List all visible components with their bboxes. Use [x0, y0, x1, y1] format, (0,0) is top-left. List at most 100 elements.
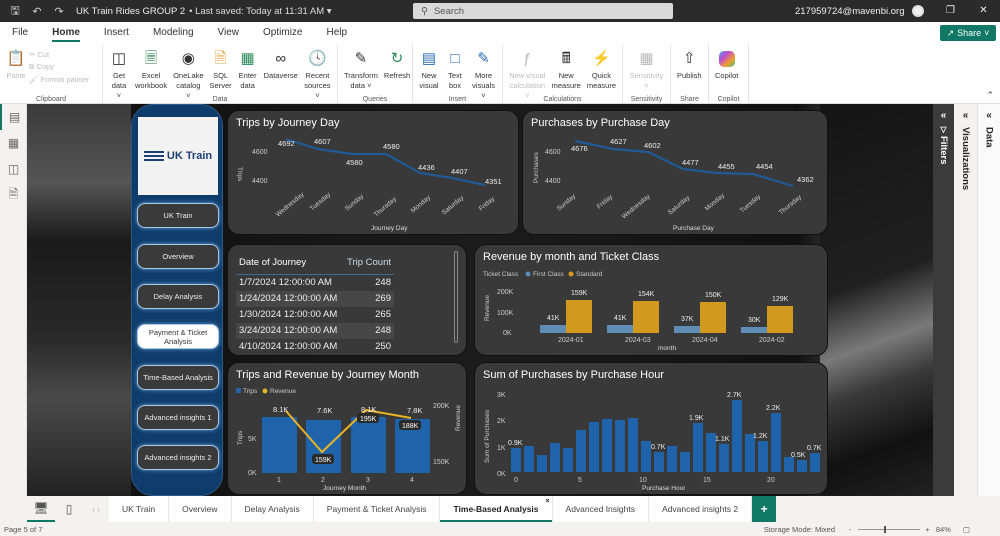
nav-button-overview[interactable]: Overview — [137, 244, 219, 269]
nav-button-uk-train[interactable]: UK Train — [137, 203, 219, 228]
trips-revenue-by-journey-month-chart[interactable]: Trips and Revenue by Journey Month Trips… — [227, 362, 467, 495]
collapse-ribbon-icon[interactable]: ⌃ — [986, 90, 994, 100]
tab-scroll-arrows[interactable]: ‹ › — [92, 504, 100, 514]
svg-text:0.7K: 0.7K — [807, 445, 822, 452]
table-scrollbar[interactable] — [454, 251, 458, 343]
share-button[interactable]: ↗ Share ˅ — [940, 25, 996, 41]
new-measure-button[interactable]: 🖩 New measure — [549, 46, 584, 104]
fit-to-page-icon[interactable]: ▢ — [962, 524, 970, 534]
expand-data-icon[interactable]: « — [986, 110, 992, 121]
chart-title: Sum of Purchases by Purchase Hour — [483, 369, 664, 381]
refresh-button[interactable]: ↻ Refresh — [381, 46, 413, 104]
expand-visualizations-icon[interactable]: « — [962, 110, 969, 121]
add-page-button[interactable]: + — [752, 496, 777, 522]
mobile-layout-icon[interactable]: ▯ — [65, 502, 73, 516]
y-ticks: 200K 100K 0K — [497, 289, 514, 337]
tab-payment-ticket-analysis[interactable]: Payment & Ticket Analysis — [313, 496, 441, 522]
background-photo-right — [820, 104, 933, 496]
close-tab-icon[interactable]: × — [545, 498, 550, 505]
enter-data-button[interactable]: ▦ Enter data — [235, 46, 261, 104]
dax-query-view-icon[interactable]: 🗎 — [8, 186, 19, 201]
report-view-icon[interactable]: ▤ — [0, 104, 27, 130]
trips-by-journey-day-chart[interactable]: Trips by Journey Day Trips 4600 4400 469… — [227, 110, 519, 235]
svg-text:15: 15 — [703, 477, 711, 484]
tab-delay-analysis[interactable]: Delay Analysis — [231, 496, 314, 522]
date-of-journey-table[interactable]: Date of Journey Trip Count 1/7/2024 12:0… — [227, 244, 467, 356]
nav-button-advanced-insights-1[interactable]: Advanced insights 1 — [137, 405, 219, 430]
redo-icon[interactable]: ↷ — [54, 5, 64, 18]
sql-server-button[interactable]: 🗎 SQL Server — [207, 46, 235, 104]
zoom-out-button[interactable]: - — [849, 524, 852, 534]
model-view-icon[interactable]: ◫ — [7, 162, 20, 176]
tab-label: Time-Based Analysis — [453, 504, 539, 514]
excel-workbook-button[interactable]: 🗏 Excel workbook — [132, 46, 170, 104]
sensitivity-button[interactable]: ▦ Sensitivity ˅ — [626, 46, 667, 104]
format-painter-button[interactable]: 🖌 Format painter — [29, 75, 90, 84]
desktop-layout-icon[interactable]: 🖥 — [27, 496, 55, 522]
save-status[interactable]: • Last saved: Today at 11:31 AM ▾ — [189, 5, 332, 17]
onelake-catalog-button[interactable]: ◉ OneLake catalog ˅ — [170, 46, 206, 104]
menu-insert[interactable]: Insert — [103, 27, 129, 38]
new-visual-calculation-button[interactable]: ƒ New visual calculation ˅ — [506, 46, 549, 104]
new-visual-button[interactable]: ▤ New visual — [416, 46, 442, 104]
close-icon[interactable]: ✕ — [979, 5, 988, 16]
cell-date: 3/24/2024 12:00:00 AM — [239, 325, 338, 336]
visualizations-pane[interactable]: « Visualizations — [954, 104, 978, 496]
search-input[interactable]: ⚲ Search — [413, 3, 673, 19]
text-box-button[interactable]: □ Text box — [442, 46, 468, 104]
x-axis-label: Journey Day — [371, 225, 408, 232]
copilot-button[interactable]: Copilot — [712, 46, 741, 104]
cell-count: 248 — [375, 277, 391, 288]
menu-optimize[interactable]: Optimize — [263, 27, 303, 38]
transform-data-button[interactable]: ✎ Transform data ˅ — [341, 46, 381, 104]
nav-button-time-based-analysis[interactable]: Time-Based Analysis — [137, 365, 219, 390]
transform-icon: ✎ — [354, 50, 368, 67]
purchases-by-purchase-day-chart[interactable]: Purchases by Purchase Day Purchases 4600… — [522, 110, 828, 235]
get-data-button[interactable]: ◫ Get data ˅ — [106, 46, 132, 104]
quick-measure-button[interactable]: ⚡ Quick measure — [584, 46, 619, 104]
sum-of-purchases-by-hour-chart[interactable]: Sum of Purchases by Purchase Hour Sum of… — [474, 362, 828, 495]
menu-view[interactable]: View — [217, 27, 240, 38]
zoom-in-button[interactable]: + — [925, 524, 930, 534]
tab-time-based-analysis[interactable]: Time-Based Analysis × — [440, 496, 553, 522]
zoom-slider[interactable] — [857, 525, 920, 533]
svg-text:Thursday: Thursday — [778, 193, 804, 216]
avatar[interactable] — [912, 5, 925, 17]
recent-sources-button[interactable]: 🕓 Recent sources ˅ — [301, 46, 334, 104]
menu-modeling[interactable]: Modeling — [152, 27, 194, 38]
publish-button[interactable]: ⇧ Publish — [674, 46, 705, 104]
menu-help[interactable]: Help — [326, 27, 348, 38]
expand-filters-icon[interactable]: « — [940, 110, 947, 121]
dataverse-button[interactable]: ∞ Dataverse — [261, 46, 301, 104]
data-pane[interactable]: « Data — [978, 104, 1000, 496]
table-view-icon[interactable]: ▦ — [7, 136, 20, 150]
filters-pane[interactable]: « ▽ Filters — [933, 104, 954, 496]
restore-icon[interactable]: ❐ — [946, 5, 955, 16]
minimize-icon[interactable]: — — [912, 5, 923, 16]
svg-text:Saturday: Saturday — [667, 194, 692, 217]
tab-advanced-insights-2[interactable]: Advanced insights 2 — [649, 496, 753, 522]
ribbon-group-insert: ▤ New visual □ Text box ✎ More visuals ˅ In… — [413, 44, 503, 104]
nav-button-payment-ticket-analysis[interactable]: Payment & Ticket Analysis — [137, 324, 219, 349]
tab-overview[interactable]: Overview — [169, 496, 232, 522]
user-account[interactable]: 217959724@mavenbi.org — [795, 0, 925, 22]
tab-advanced-insights[interactable]: Advanced Insights — [552, 496, 649, 522]
cut-button[interactable]: ✂ Cut — [29, 50, 50, 59]
menu-file[interactable]: File — [12, 27, 29, 38]
nav-button-delay-analysis[interactable]: Delay Analysis — [137, 284, 219, 309]
save-icon[interactable]: 🖫 — [10, 4, 20, 17]
svg-text:4607: 4607 — [314, 137, 331, 146]
tab-uk-train[interactable]: UK Train — [109, 496, 170, 522]
nav-button-advanced-insights-2[interactable]: Advanced insights 2 — [137, 445, 219, 470]
svg-text:2024-03: 2024-03 — [625, 337, 651, 344]
more-visuals-button[interactable]: ✎ More visuals ˅ — [468, 46, 499, 104]
paste-button[interactable]: 📋 Paste — [3, 46, 29, 104]
column-header-trip-count[interactable]: Trip Count — [347, 257, 391, 268]
group-label-insert: Insert — [448, 96, 467, 103]
cell-count: 250 — [375, 341, 391, 352]
menu-home[interactable]: Home — [40, 22, 92, 44]
undo-icon[interactable]: ↶ — [32, 5, 42, 18]
column-header-date[interactable]: Date of Journey — [239, 257, 307, 268]
copy-button[interactable]: ⧉ Copy — [29, 62, 54, 71]
revenue-by-month-ticket-class-chart[interactable]: Revenue by month and Ticket Class Ticket… — [474, 244, 828, 356]
